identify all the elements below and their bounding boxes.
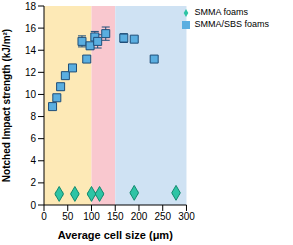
svg-text:6: 6 — [30, 133, 36, 144]
svg-text:200: 200 — [131, 211, 148, 222]
html-text:SMMA foams: SMMA foams — [194, 7, 248, 17]
svg-text:18: 18 — [25, 1, 37, 12]
svg-text:16: 16 — [25, 23, 37, 34]
html-text:SMMA/SBS foams: SMMA/SBS foams — [194, 19, 269, 29]
svg-text:2: 2 — [30, 177, 36, 188]
svg-text:50: 50 — [62, 211, 74, 222]
svg-text:10: 10 — [25, 89, 37, 100]
svg-text:8: 8 — [30, 111, 36, 122]
svg-text:300: 300 — [178, 211, 195, 222]
svg-text:0: 0 — [41, 211, 47, 222]
svg-text:14: 14 — [25, 45, 37, 56]
svg-text:4: 4 — [30, 155, 36, 166]
svg-text:Notched Impact strength (kJ/m²: Notched Impact strength (kJ/m²) — [8, 29, 12, 182]
svg-text:12: 12 — [25, 67, 37, 78]
svg-text:150: 150 — [107, 211, 124, 222]
svg-text:250: 250 — [154, 211, 171, 222]
svg-text:Average cell size (μm): Average cell size (μm) — [58, 229, 173, 241]
svg-text:100: 100 — [83, 211, 100, 222]
svg-text:0: 0 — [30, 200, 36, 211]
